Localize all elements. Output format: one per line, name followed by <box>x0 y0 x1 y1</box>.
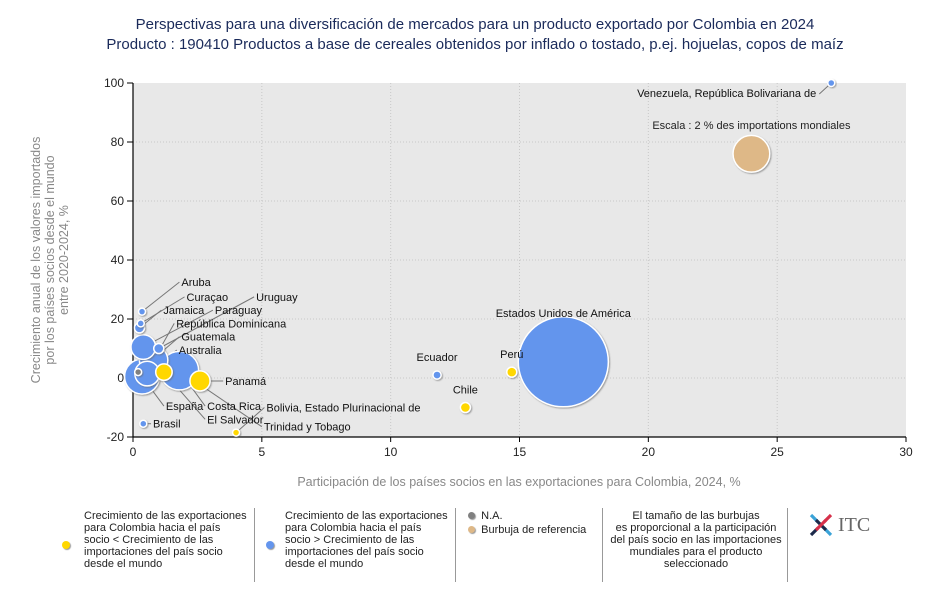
legend-blue-marker <box>266 540 274 552</box>
itc-logo-icon <box>809 513 833 537</box>
x-tick-label: 30 <box>899 445 913 459</box>
y-tick-label: 20 <box>111 312 125 326</box>
itc-logo: ITC <box>808 512 870 538</box>
leader-line <box>141 281 180 313</box>
legend-na: N.A. <box>468 510 586 522</box>
bubble-label: Guatemala <box>181 332 236 344</box>
bubble-label: Curaçao <box>187 292 229 304</box>
x-axis-label: Participación de los países socios en la… <box>297 475 740 489</box>
y-axis-label-line: por los países socios desde el mundo <box>43 155 57 364</box>
bubble <box>517 315 610 408</box>
y-tick-label: 60 <box>111 194 125 208</box>
blue-dot-icon <box>266 541 274 549</box>
y-tick-label: 80 <box>111 135 125 149</box>
chart-subtitle: Producto : 190410 Productos a base de ce… <box>106 36 844 53</box>
bubble <box>459 401 472 414</box>
bubble <box>152 342 165 355</box>
y-tick-label: 100 <box>104 76 124 90</box>
leader-line <box>140 296 185 324</box>
legend-blue: Crecimiento de las exportaciones para Co… <box>285 510 448 570</box>
bubble-label: Australia <box>179 345 223 357</box>
bubble-label: Ecuador <box>417 352 458 364</box>
bubble-label: Venezuela, República Bolivariana de <box>637 88 816 100</box>
bubble <box>432 370 442 380</box>
bubble <box>130 333 157 361</box>
x-tick-label: 10 <box>384 445 398 459</box>
x-tick-label: 0 <box>130 445 137 459</box>
bubble <box>139 419 148 428</box>
bubble <box>137 307 147 316</box>
bubble-label: Chile <box>453 385 478 397</box>
y-tick-label: -20 <box>107 430 125 444</box>
bubble-label: Perú <box>500 349 523 361</box>
legend-yellow: Crecimiento de las exportaciones para Co… <box>84 510 247 570</box>
bubble <box>827 78 836 88</box>
x-tick-label: 20 <box>642 445 656 459</box>
legend-divider <box>455 508 456 582</box>
legend-divider <box>787 508 788 582</box>
bubble <box>136 319 145 328</box>
bubble-label: España <box>166 401 204 413</box>
x-tick-label: 15 <box>513 445 527 459</box>
bubble <box>154 363 173 382</box>
reference-bubble <box>732 134 771 173</box>
gray-dot-icon <box>468 512 475 519</box>
x-tick-label: 5 <box>258 445 265 459</box>
bubble-label: Estados Unidos de América <box>496 308 632 320</box>
leader-line <box>143 309 214 348</box>
bubble-label: Aruba <box>181 277 211 289</box>
bubble-label: Bolivia, Estado Plurinacional de <box>266 403 420 415</box>
chart-title: Perspectivas para una diversificación de… <box>135 16 815 33</box>
legend-divider <box>602 508 603 582</box>
bubble <box>231 428 241 437</box>
bubble <box>505 366 518 378</box>
bubble-label: República Dominicana <box>176 318 287 330</box>
yellow-dot-icon <box>62 541 70 549</box>
legend-reference: Burbuja de referencia <box>468 524 586 536</box>
y-tick-label: 0 <box>117 371 124 385</box>
bubble <box>189 370 211 392</box>
y-tick-label: 40 <box>111 253 125 267</box>
legend-divider <box>254 508 255 582</box>
leader-line <box>158 296 255 349</box>
x-tick-label: 25 <box>770 445 784 459</box>
leader-line <box>235 407 265 433</box>
legend-other: N.A. Burbuja de referencia <box>468 510 586 536</box>
reference-dot-icon <box>468 526 475 533</box>
y-axis-label-line: Crecimiento anual de los valores importa… <box>29 137 43 384</box>
bubble-label: Panamá <box>225 376 267 388</box>
bubble-label: Trinidad y Tobago <box>264 422 351 434</box>
reference-bubble-label: Escala : 2 % des importations mondiales <box>652 120 851 132</box>
bubble-label: Jamaica <box>163 305 205 317</box>
bubble-label: Costa Rica <box>207 401 262 413</box>
legend-size-note: El tamaño de las burbujas es proporciona… <box>610 510 782 570</box>
bubble-label: El Salvador <box>207 414 264 426</box>
itc-logo-text: ITC <box>838 513 871 536</box>
bubble <box>133 367 143 377</box>
bubble-label: Paraguay <box>215 305 263 317</box>
y-axis-label-line: entre 2020-2024, % <box>57 205 71 315</box>
legend-yellow-marker <box>62 540 70 552</box>
bubble-chart: 0 5 10 15 20 25 30 -20 0 20 40 60 80 100 Escala : 2 %… <box>29 76 913 489</box>
bubble-label: Uruguay <box>256 292 298 304</box>
bubble-label: Brasil <box>153 419 181 431</box>
